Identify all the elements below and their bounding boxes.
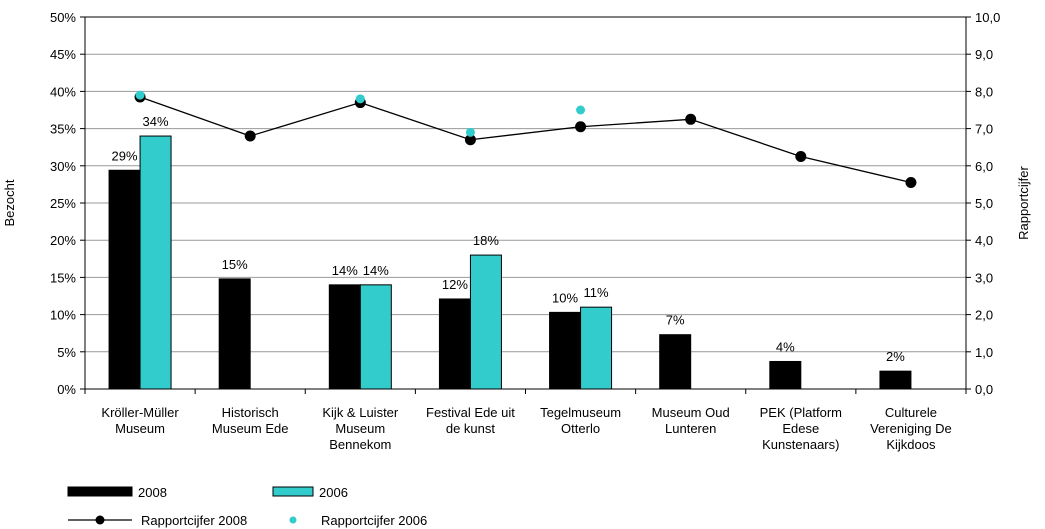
bar — [359, 284, 392, 390]
bar — [218, 278, 251, 390]
y-tick-label: 15% — [50, 270, 76, 285]
data-label: 14% — [332, 263, 358, 278]
x-tick-label: Culturele Vereniging De Kijkdoos — [870, 405, 952, 452]
x-tick-label: Historisch Museum Ede — [212, 405, 289, 436]
y2-axis-title: Rapportcijfer — [1016, 165, 1031, 239]
data-label: 18% — [473, 233, 499, 248]
x-tick-label: Tegelmuseum Otterlo — [540, 405, 621, 436]
line-marker — [575, 121, 587, 133]
x-tick-label: Festival Ede uit de kunst — [426, 405, 515, 436]
y2-tick-label: 3,0 — [975, 270, 993, 285]
bar — [549, 311, 582, 390]
legend-marker — [289, 516, 297, 524]
bar — [879, 370, 912, 390]
y-tick-label: 45% — [50, 47, 76, 62]
data-label: 12% — [442, 277, 468, 292]
data-label: 34% — [143, 114, 169, 129]
legend-label: 2006 — [319, 485, 348, 500]
y2-tick-label: 8,0 — [975, 84, 993, 99]
data-label: 11% — [584, 285, 609, 300]
y-tick-label: 5% — [57, 345, 76, 360]
line-marker — [905, 177, 917, 189]
x-tick-label: Kijk & Luister Museum Bennekom — [322, 405, 399, 452]
scatter-point — [465, 127, 475, 137]
legend-label: Rapportcijfer 2008 — [141, 513, 247, 528]
y-tick-label: 25% — [50, 196, 76, 211]
data-label: 29% — [112, 148, 138, 163]
bar — [769, 360, 802, 390]
y2-tick-label: 0,0 — [975, 382, 993, 397]
y-tick-label: 50% — [50, 10, 76, 25]
data-label: 15% — [222, 257, 248, 272]
y2-tick-label: 5,0 — [975, 196, 993, 211]
legend-swatch — [272, 486, 314, 497]
bar — [438, 298, 471, 390]
x-tick-label: Museum Oud Lunteren — [652, 405, 730, 436]
scatter-point — [576, 105, 586, 115]
y-tick-label: 10% — [50, 308, 76, 323]
y2-tick-label: 10,0 — [975, 10, 1000, 25]
y-tick-label: 20% — [50, 233, 76, 248]
y2-tick-label: 1,0 — [975, 345, 993, 360]
data-label: 10% — [552, 290, 578, 305]
y-tick-label: 30% — [50, 159, 76, 174]
data-label: 2% — [886, 349, 905, 364]
bar — [469, 254, 502, 390]
line — [139, 96, 912, 184]
y2-tick-label: 6,0 — [975, 159, 993, 174]
line-marker — [685, 113, 697, 125]
legend-marker — [95, 515, 105, 525]
y-axis-title: Bezocht — [2, 179, 17, 226]
line-marker — [795, 151, 807, 162]
y2-tick-label: 4,0 — [975, 233, 993, 248]
data-label: 14% — [363, 263, 389, 278]
y2-tick-label: 9,0 — [975, 47, 993, 62]
legend-swatch — [67, 486, 133, 497]
x-tick-label: PEK (Platform Edese Kunstenaars) — [760, 405, 842, 452]
y2-tick-label: 2,0 — [975, 308, 993, 323]
data-label: 7% — [666, 313, 685, 328]
y-tick-label: 35% — [50, 122, 76, 137]
x-tick-label: Kröller-Müller Museum — [101, 405, 179, 436]
bar — [108, 169, 141, 390]
line-marker — [464, 134, 476, 146]
bar — [328, 284, 361, 390]
bar — [659, 334, 692, 390]
y2-tick-label: 7,0 — [975, 122, 993, 137]
y-tick-label: 0% — [57, 382, 76, 397]
scatter-point — [135, 90, 145, 100]
legend-label: Rapportcijfer 2006 — [321, 513, 427, 528]
legend-label: 2008 — [138, 485, 167, 500]
y-tick-label: 40% — [50, 84, 76, 99]
scatter-point — [355, 94, 365, 104]
bar — [580, 306, 613, 390]
line-marker — [244, 130, 256, 142]
data-label: 4% — [776, 339, 795, 354]
bar — [139, 135, 172, 390]
